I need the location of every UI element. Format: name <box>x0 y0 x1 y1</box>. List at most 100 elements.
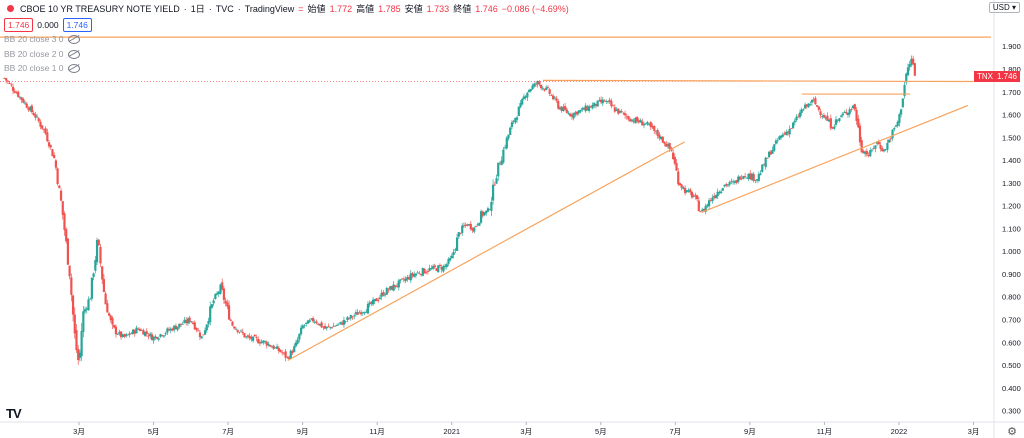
candle-body <box>610 101 613 107</box>
candle-body <box>838 118 841 122</box>
candle-body <box>80 330 83 357</box>
candle-body <box>224 300 227 304</box>
candle-body <box>169 328 172 331</box>
candle-body <box>750 173 754 180</box>
candle-body <box>466 224 469 227</box>
candle-body <box>665 143 668 147</box>
candle-body <box>637 120 640 123</box>
candle-body <box>894 125 898 127</box>
candle-body <box>644 123 647 125</box>
candle-body <box>821 116 824 117</box>
hidden-eye-icon[interactable] <box>67 49 80 59</box>
candle-body <box>449 258 452 261</box>
candle-body <box>193 322 196 330</box>
candle-body <box>548 89 551 94</box>
candle-body <box>852 105 855 109</box>
tradingview-logo[interactable]: TV <box>6 406 22 421</box>
candle-body <box>500 160 503 166</box>
candle-body <box>320 322 323 328</box>
candle-body <box>606 101 610 102</box>
candle-body <box>761 164 764 172</box>
hidden-eye-icon[interactable] <box>67 63 80 73</box>
chart-header: CBOE 10 YR TREASURY NOTE YIELD · 1日 · TV… <box>5 2 569 15</box>
candle-body <box>281 352 284 354</box>
candle-body <box>109 315 112 321</box>
candle-body <box>471 228 474 231</box>
candle-body <box>867 155 870 156</box>
candle-body <box>380 292 383 297</box>
candle-body <box>906 67 910 76</box>
open-label: 始値 <box>307 4 326 14</box>
candle-body <box>445 264 448 267</box>
candle-body <box>118 331 121 334</box>
candle-body <box>536 80 539 85</box>
compare-icon[interactable]: = <box>298 3 304 14</box>
high-label: 高値 <box>356 4 375 14</box>
candle-body <box>569 113 572 117</box>
candle-body <box>558 107 562 110</box>
candle-body <box>188 317 191 323</box>
candle-body <box>265 341 268 346</box>
interval-label[interactable]: 1日 <box>190 4 205 14</box>
candle-body <box>872 148 875 150</box>
candle-body <box>212 300 215 304</box>
candle-body <box>387 289 390 291</box>
candle-body <box>305 322 308 324</box>
candle-body <box>135 327 138 334</box>
candle-body <box>181 323 184 325</box>
candle-body <box>18 96 22 98</box>
candle-body <box>886 143 889 150</box>
candle-body <box>464 224 467 226</box>
high-value: 1.785 <box>378 3 401 14</box>
candle-body <box>251 336 255 341</box>
candle-body <box>635 117 639 122</box>
x-tick-label: 7月 <box>222 427 234 436</box>
sell-price-box[interactable]: 1.746 <box>4 18 34 32</box>
buy-price-box[interactable]: 1.746 <box>62 18 92 32</box>
candle-body <box>334 325 337 327</box>
candle-body <box>440 267 443 270</box>
candle-body <box>776 140 779 142</box>
candle-body <box>714 195 718 199</box>
candle-body <box>35 116 39 118</box>
candle-body <box>41 125 44 129</box>
candle-body <box>34 114 37 118</box>
candle-body <box>173 325 176 330</box>
candle-body <box>377 300 380 301</box>
candle-body <box>167 329 171 331</box>
candle-body <box>385 288 388 295</box>
candle-body <box>857 118 860 128</box>
candle-body <box>534 83 538 85</box>
candle-body <box>747 173 750 180</box>
candle-body <box>344 320 347 322</box>
candle-body <box>479 211 483 223</box>
candle-body <box>587 106 591 111</box>
currency-selector[interactable]: USD ▾ <box>988 2 1020 13</box>
candle-body <box>99 246 102 264</box>
candle-body <box>773 144 776 151</box>
candle-body <box>848 109 851 115</box>
candle-body <box>697 200 700 212</box>
indicator-row[interactable]: BB 20 close 1 0 <box>4 63 80 73</box>
candle-body <box>104 293 107 305</box>
indicator-row[interactable]: BB 20 close 3 0 <box>4 34 80 44</box>
candle-body <box>298 333 301 340</box>
gear-icon[interactable]: ⚙ <box>1007 426 1017 438</box>
indicator-row[interactable]: BB 20 close 2 0 <box>4 49 80 59</box>
candle-body <box>179 323 183 325</box>
candle-body <box>726 184 730 186</box>
candle-body <box>149 333 152 336</box>
candle-body <box>512 120 515 122</box>
candle-body <box>840 115 843 117</box>
candle-body <box>882 149 886 152</box>
candle-body <box>25 103 28 108</box>
candle-body <box>106 303 109 313</box>
candle-body <box>910 58 913 66</box>
candle-body <box>900 109 903 115</box>
candle-body <box>327 326 330 328</box>
y-tick-label: 1.700 <box>1002 88 1021 97</box>
candle-body <box>330 327 334 329</box>
symbol-title[interactable]: CBOE 10 YR TREASURY NOTE YIELD <box>20 3 180 14</box>
hidden-eye-icon[interactable] <box>67 34 80 44</box>
